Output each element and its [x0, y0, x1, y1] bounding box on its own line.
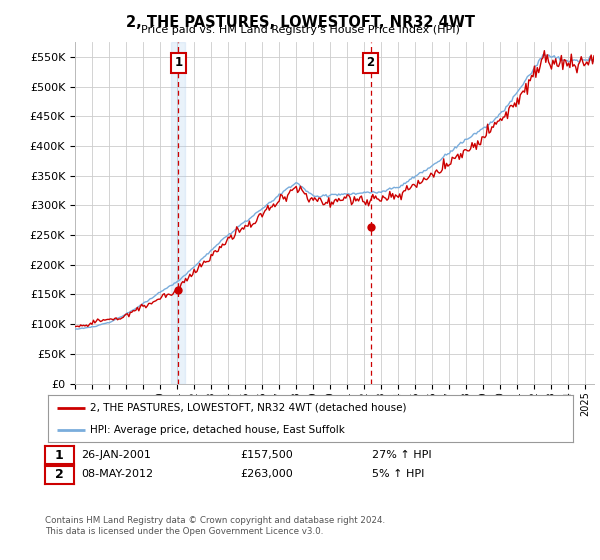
Text: £263,000: £263,000 [240, 469, 293, 479]
Text: Contains HM Land Registry data © Crown copyright and database right 2024.
This d: Contains HM Land Registry data © Crown c… [45, 516, 385, 536]
Text: 2: 2 [55, 468, 64, 482]
Text: 2, THE PASTURES, LOWESTOFT, NR32 4WT (detached house): 2, THE PASTURES, LOWESTOFT, NR32 4WT (de… [90, 403, 407, 413]
Text: 08-MAY-2012: 08-MAY-2012 [81, 469, 153, 479]
Text: 1: 1 [174, 57, 182, 69]
Text: 26-JAN-2001: 26-JAN-2001 [81, 450, 151, 460]
Text: 1: 1 [55, 449, 64, 462]
Bar [172, 42, 185, 384]
Text: £157,500: £157,500 [240, 450, 293, 460]
Text: 27% ↑ HPI: 27% ↑ HPI [372, 450, 431, 460]
Text: HPI: Average price, detached house, East Suffolk: HPI: Average price, detached house, East… [90, 424, 345, 435]
Text: 2: 2 [367, 57, 374, 69]
Text: Price paid vs. HM Land Registry's House Price Index (HPI): Price paid vs. HM Land Registry's House … [140, 25, 460, 35]
Text: 2, THE PASTURES, LOWESTOFT, NR32 4WT: 2, THE PASTURES, LOWESTOFT, NR32 4WT [125, 15, 475, 30]
Text: 5% ↑ HPI: 5% ↑ HPI [372, 469, 424, 479]
